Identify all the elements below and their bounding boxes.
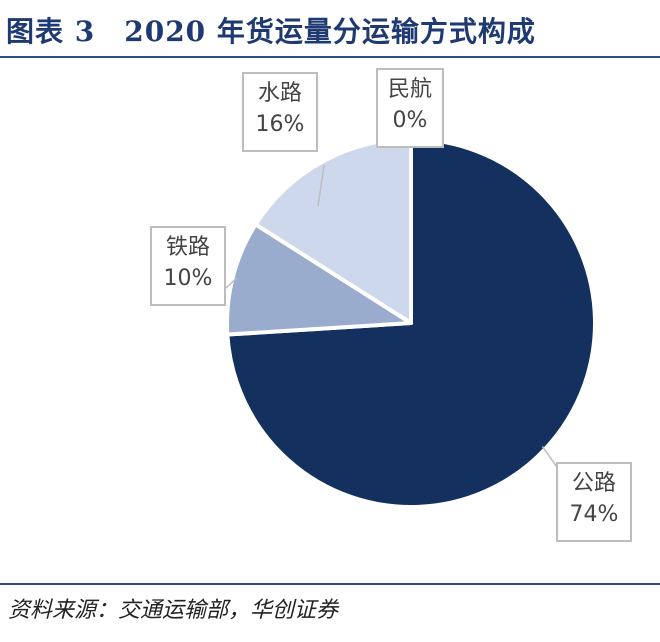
slice-label-text: 铁路 — [165, 235, 210, 260]
figure-header: 图表 3 2020 年货运量分运输方式构成 — [0, 0, 660, 58]
slice-label-value: 16% — [255, 112, 305, 137]
slice-label-gonglu: 公路 74% — [556, 462, 632, 542]
slice-label-tielu: 铁路 10% — [150, 226, 226, 306]
slice-label-value: 74% — [569, 502, 619, 527]
slice-label-shuilu: 水路 16% — [242, 72, 318, 152]
slice-label-minhang: 民航 0% — [376, 68, 444, 148]
leader-line — [225, 277, 237, 289]
slice-label-text: 公路 — [571, 471, 616, 496]
pie-chart — [225, 137, 597, 521]
slice-label-value: 0% — [392, 108, 428, 133]
header-divider — [0, 56, 660, 58]
slice-label-text: 水路 — [257, 81, 302, 106]
chart-title: 图表 3 2020 年货运量分运输方式构成 — [6, 15, 536, 48]
pie-chart-area: 民航 0% 水路 16% 铁路 10% 公路 74% — [0, 58, 660, 578]
slice-label-value: 10% — [163, 266, 213, 291]
footer-divider — [0, 583, 660, 585]
source-note: 资料来源：交通运输部，华创证券 — [8, 598, 339, 623]
leader-line — [317, 164, 325, 207]
slice-label-text: 民航 — [387, 77, 432, 102]
slice-tielu — [225, 222, 413, 337]
